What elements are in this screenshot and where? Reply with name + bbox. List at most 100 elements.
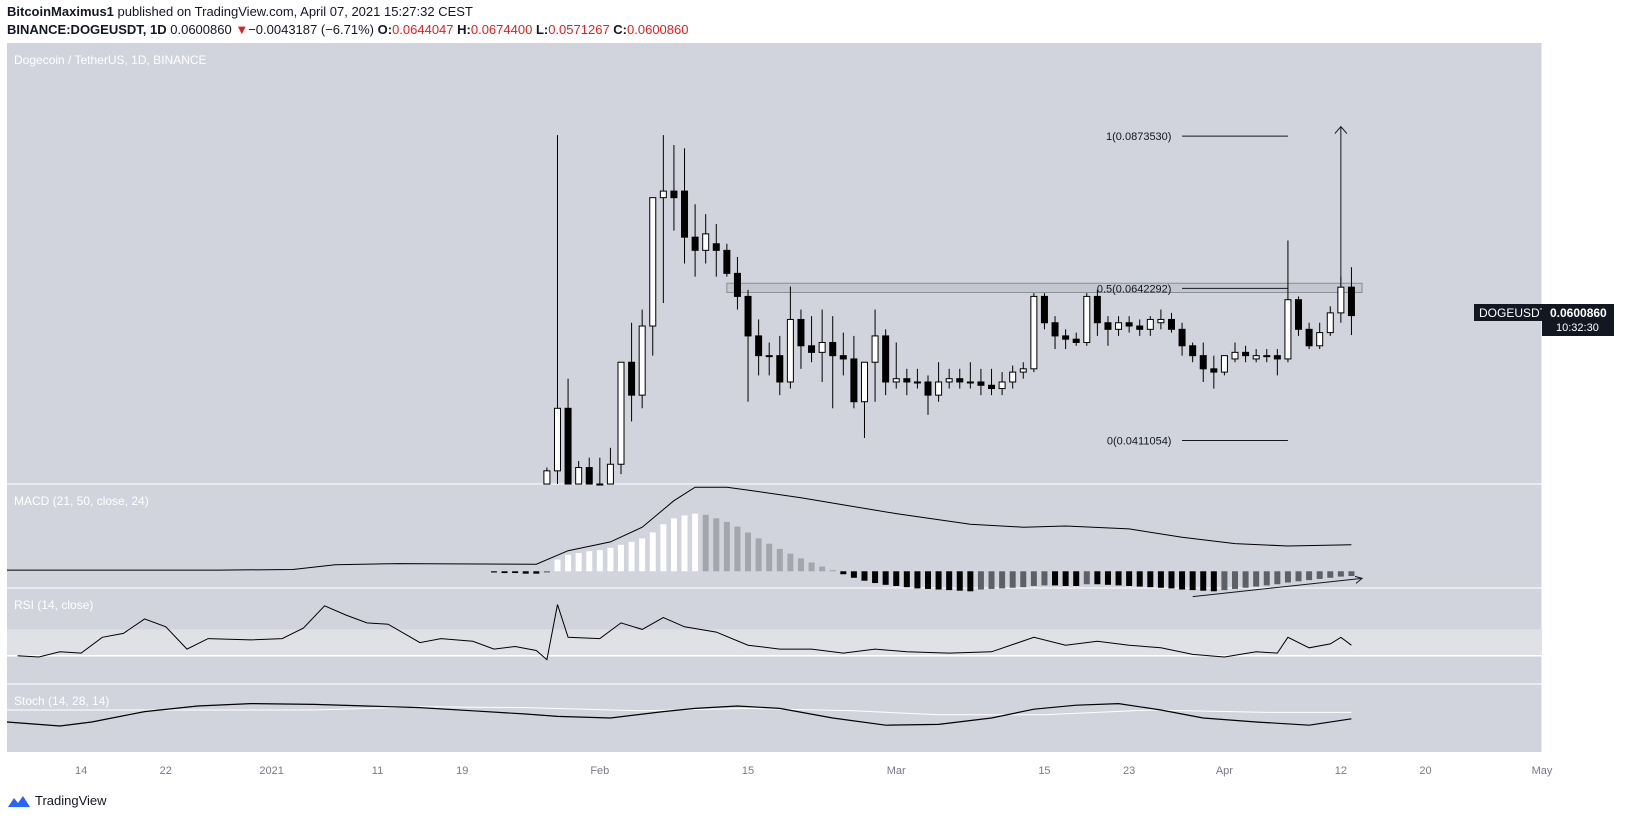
- macd-histogram-bar: [787, 553, 794, 572]
- macd-histogram-bar: [745, 532, 752, 572]
- price-tick-label: 0.0900000: [1555, 114, 1607, 126]
- last-price-tag: [1542, 304, 1614, 336]
- candle-body: [702, 233, 710, 251]
- candle-body: [1146, 318, 1154, 330]
- price-tick-label: 0.0850000: [1555, 147, 1607, 159]
- rsi-band: [7, 629, 1542, 656]
- macd-histogram-bar: [533, 571, 540, 574]
- candle-body: [1104, 322, 1112, 330]
- candle-body: [1062, 335, 1070, 340]
- symbol-line: BINANCE:DOGEUSDT, 1D: [7, 22, 167, 37]
- macd-histogram-bar: [1157, 571, 1164, 588]
- macd-trendline: [1192, 577, 1363, 598]
- macd-histogram-bar: [1126, 571, 1133, 586]
- candle-body: [1220, 355, 1228, 373]
- candle-body: [638, 325, 646, 396]
- price-change: −0.0043187 (−6.71%): [248, 22, 374, 37]
- rsi-tick-2: 60.00: [1555, 644, 1583, 656]
- candle-body: [945, 378, 953, 383]
- candle-body: [1072, 338, 1080, 343]
- price-tick-label: 0.0650000: [1555, 278, 1607, 290]
- down-arrow-icon: ▼: [235, 22, 249, 37]
- candle-body: [1252, 355, 1260, 360]
- time-tick-label: 12: [1335, 765, 1347, 777]
- macd-histogram-bar: [490, 571, 497, 573]
- price-tick-label: 0.0450000: [1555, 410, 1607, 422]
- candle-body: [691, 236, 699, 251]
- macd-histogram-bar: [607, 547, 614, 572]
- macd-histogram-bar: [840, 571, 847, 575]
- macd-histogram-bar: [1030, 571, 1037, 586]
- candle-body: [1040, 295, 1048, 324]
- macd-histogram-bar: [999, 571, 1006, 589]
- stoch-d-line: [7, 706, 1352, 716]
- chart-canvas[interactable]: 1(0.0873530) 0.5(0.0642292) 0(0.0411054) 0…: [0, 0, 1627, 790]
- macd-histogram-bar: [639, 538, 646, 572]
- footer-brand[interactable]: TradingView: [35, 793, 107, 808]
- macd-histogram-bar: [1009, 571, 1016, 588]
- macd-histogram-bar: [554, 559, 561, 572]
- time-tick-label: 20: [1419, 765, 1431, 777]
- candle-body: [956, 378, 964, 383]
- candle-body: [1136, 325, 1144, 330]
- candle-body: [829, 341, 837, 357]
- macd-histogram-bar: [575, 553, 582, 572]
- price-tick-label: 0.0550000: [1555, 344, 1607, 356]
- last-price: 0.0600860: [170, 22, 232, 37]
- price-axis-background: [1542, 43, 1627, 752]
- macd-histogram-bar: [1115, 571, 1122, 586]
- macd-histogram-bar: [1337, 571, 1344, 577]
- macd-histogram-bar: [1232, 571, 1238, 589]
- time-tick-label: 22: [160, 765, 172, 777]
- candle-body: [839, 355, 847, 360]
- macd-histogram-bar: [596, 550, 603, 572]
- candle-body: [1242, 351, 1250, 357]
- candle-body: [1019, 368, 1027, 373]
- macd-histogram-bar: [1253, 571, 1260, 587]
- candle-body: [1178, 328, 1186, 347]
- author-name[interactable]: BitcoinMaximus1: [7, 4, 114, 19]
- candle-body: [755, 335, 763, 357]
- time-tick-label: Feb: [590, 765, 609, 777]
- candle-body: [628, 361, 636, 396]
- open-label: O:: [377, 22, 393, 37]
- stoch-tick-1: 40.00: [1555, 722, 1583, 734]
- price-tick-label: 0.1000000: [1555, 48, 1607, 60]
- macd-histogram-bar: [618, 544, 624, 572]
- symbol-tag: [1474, 304, 1542, 321]
- macd-histogram-bar: [755, 538, 762, 572]
- macd-histogram-bar: [713, 518, 720, 572]
- candle-body: [892, 378, 900, 383]
- price-tick-label: 0.0950000: [1555, 81, 1607, 93]
- candle-body: [1316, 332, 1324, 347]
- macd-histogram-bar: [988, 571, 995, 589]
- candle-body: [988, 384, 996, 390]
- candle-body: [1030, 295, 1038, 370]
- macd-histogram-bar: [766, 543, 773, 572]
- macd-histogram-bar: [850, 571, 857, 578]
- macd-histogram-bar: [723, 521, 730, 572]
- candle-body: [617, 361, 625, 465]
- candle-body: [1295, 299, 1303, 330]
- bar-countdown: 10:32:30: [1556, 322, 1599, 334]
- macd-histogram-bar: [681, 515, 688, 572]
- macd-histogram-bar: [522, 571, 529, 574]
- footer: TradingView: [7, 793, 107, 808]
- macd-histogram-bar: [797, 558, 804, 572]
- candle-body: [1326, 312, 1334, 334]
- macd-histogram-bar: [1020, 571, 1027, 588]
- macd-histogram-bar: [670, 518, 677, 572]
- candle-body: [1115, 322, 1123, 330]
- low-value: 0.0571267: [548, 22, 610, 37]
- open-value: 0.0644047: [392, 22, 454, 37]
- macd-histogram-bar: [967, 571, 974, 592]
- macd-histogram-bar: [808, 562, 815, 572]
- macd-histogram-bar: [628, 541, 635, 572]
- high-label: H:: [457, 22, 471, 37]
- candle-body: [1210, 368, 1218, 373]
- macd-histogram-bar: [1094, 571, 1101, 585]
- symbol-tag-label: DOGEUSDT: [1479, 306, 1548, 320]
- candle-body: [913, 381, 921, 384]
- candle-body: [1157, 318, 1165, 324]
- candle-body: [860, 361, 868, 403]
